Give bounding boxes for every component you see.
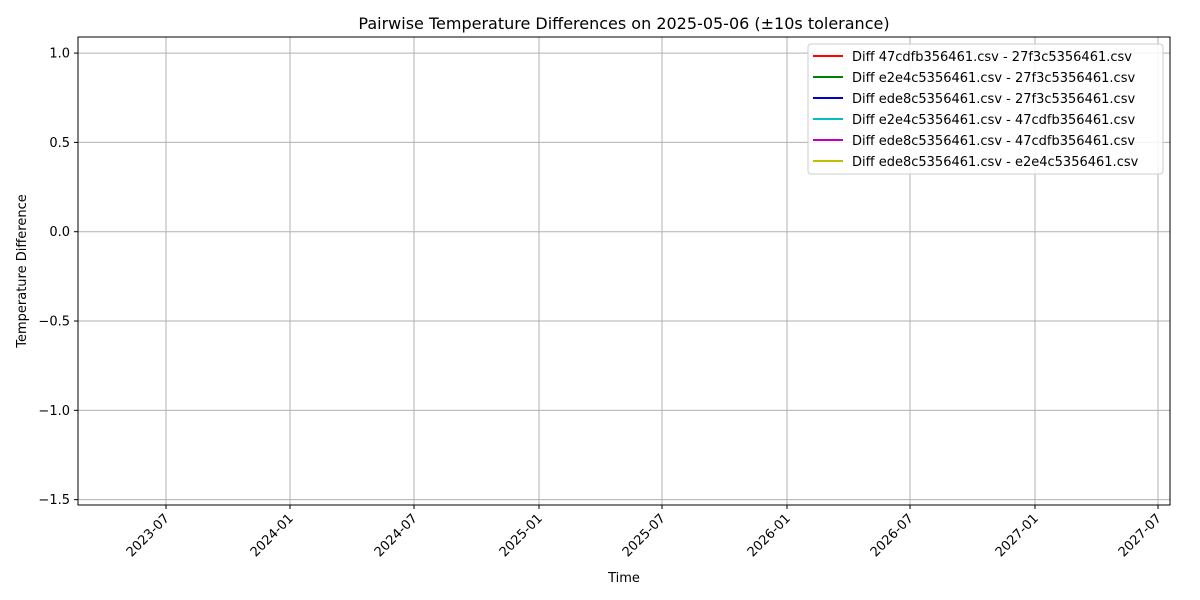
plot-frame	[77, 36, 1171, 506]
y-tick-label: −1.0	[38, 404, 70, 419]
legend-box	[807, 43, 1164, 175]
legend-label: Diff ede8c5356461.csv - 27f3c5356461.csv	[852, 92, 1135, 107]
x-tick-label: 2024-07	[372, 511, 421, 560]
legend-label: Diff ede8c5356461.csv - 47cdfb356461.csv	[852, 134, 1135, 149]
y-tick-label: 0.5	[49, 136, 70, 151]
legend-label: Diff e2e4c5356461.csv - 47cdfb356461.csv	[852, 113, 1135, 128]
y-tick-label: 0.0	[49, 225, 70, 240]
legend-label: Diff 47cdfb356461.csv - 27f3c5356461.csv	[852, 50, 1132, 65]
y-axis-label: Temperature Difference	[15, 194, 30, 349]
y-tick-label: −0.5	[38, 315, 70, 330]
x-tick-label: 2025-07	[620, 511, 669, 560]
legend-label: Diff e2e4c5356461.csv - 27f3c5356461.csv	[852, 71, 1135, 86]
x-tick-label: 2027-07	[1116, 511, 1165, 560]
x-tick-label: 2023-07	[124, 511, 173, 560]
x-tick-label: 2026-07	[868, 511, 917, 560]
y-tick-label: −1.5	[38, 493, 70, 508]
x-tick-label: 2027-01	[993, 511, 1042, 560]
x-axis-label: Time	[607, 571, 640, 586]
legend: Diff 47cdfb356461.csv - 27f3c5356461.csv…	[807, 43, 1164, 175]
y-axis: 1.0 0.5 0.0 −0.5 −1.0 −1.5	[38, 47, 78, 508]
x-axis: 2023-07 2024-01 2024-07 2025-01 2025-07 2026-…	[124, 505, 1165, 560]
x-tick-label: 2024-01	[248, 511, 297, 560]
y-tick-label: 1.0	[49, 47, 70, 62]
legend-label: Diff ede8c5356461.csv - e2e4c5356461.csv	[852, 155, 1139, 170]
x-tick-label: 2025-01	[497, 511, 546, 560]
x-tick-label: 2026-01	[745, 511, 794, 560]
chart-title: Pairwise Temperature Differences on 2025…	[358, 14, 889, 33]
